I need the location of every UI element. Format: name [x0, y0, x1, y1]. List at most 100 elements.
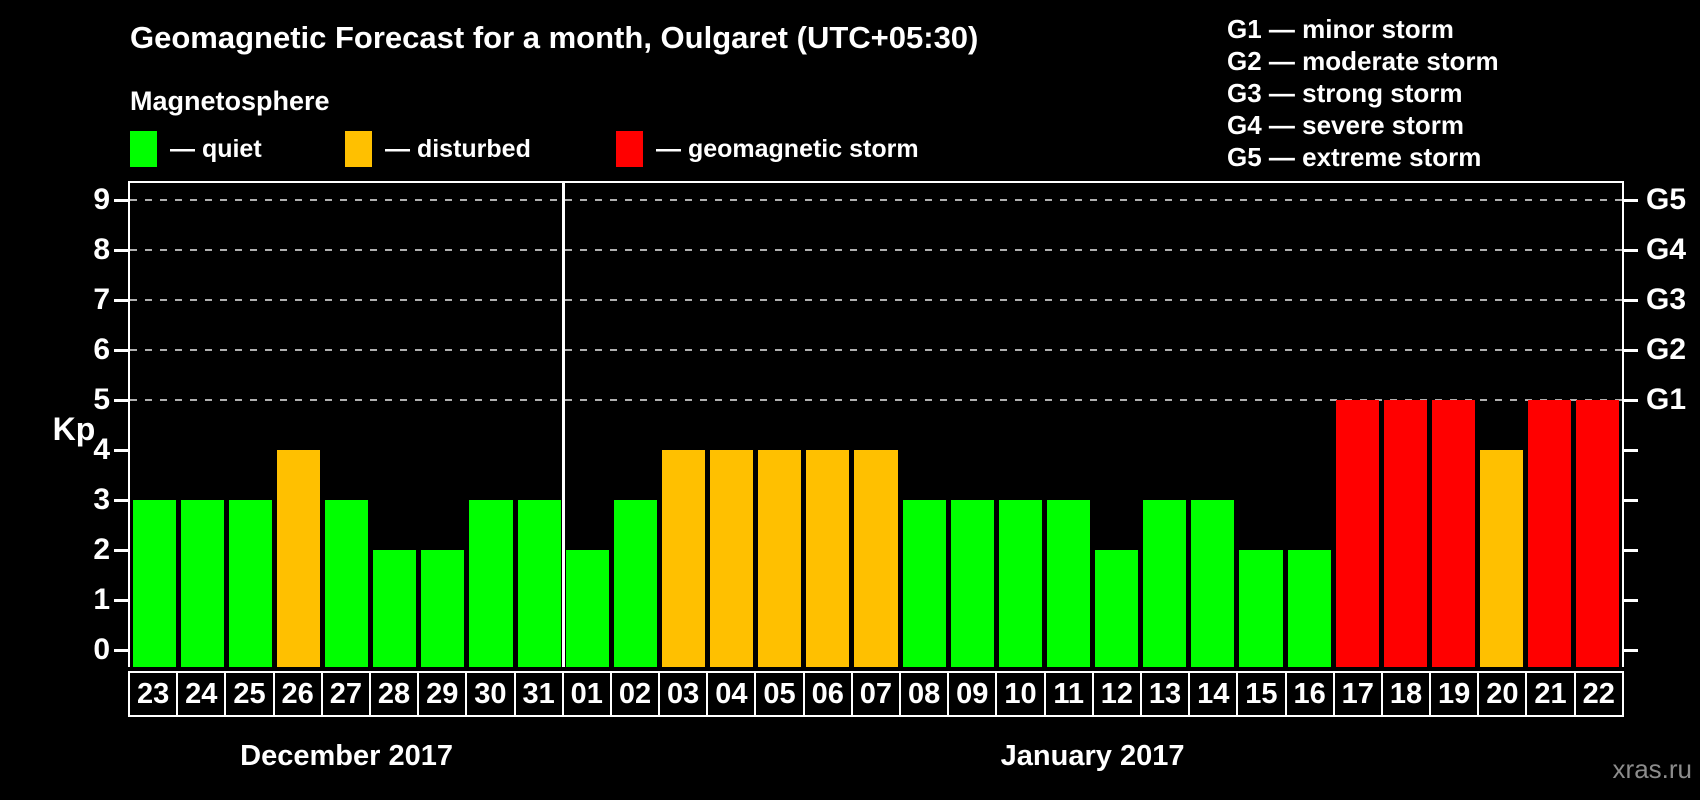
y-axis-tick	[114, 648, 128, 652]
kp-bar	[1335, 400, 1379, 667]
date-cell: 24	[176, 671, 227, 717]
date-cell: 29	[417, 671, 468, 717]
y-axis-tick-label: 4	[93, 433, 110, 466]
y-axis-tick	[114, 248, 128, 252]
kp-bar	[710, 450, 754, 667]
y-axis-tick-label: 9	[93, 183, 110, 216]
kp-bar	[1287, 550, 1331, 667]
kp-bar	[565, 550, 609, 667]
kp-bar	[661, 450, 706, 667]
g-axis-tick	[1624, 398, 1638, 402]
date-cell: 12	[1091, 671, 1142, 717]
kp-bar	[758, 450, 802, 667]
kp-bar	[1383, 400, 1427, 667]
y-axis-tick-label: 8	[93, 233, 110, 266]
y-axis-tick-label: 6	[93, 333, 110, 366]
g-axis-tick	[1624, 598, 1638, 602]
gridline	[130, 299, 1622, 301]
y-axis-title: Kp	[52, 411, 96, 447]
kp-bar	[1046, 500, 1091, 667]
date-cell: 30	[465, 671, 516, 717]
kp-bar	[421, 550, 465, 667]
g-axis-tick	[1624, 248, 1638, 252]
kp-bar	[517, 500, 561, 667]
kp-bar	[228, 500, 272, 667]
g-scale-legend-item: G1 — minor storm	[1227, 14, 1454, 44]
date-cell: 21	[1525, 671, 1576, 717]
g-axis-tick	[1624, 448, 1638, 452]
watermark: xras.ru	[1612, 754, 1692, 784]
date-cell: 28	[368, 671, 420, 717]
date-cell: 18	[1380, 671, 1432, 717]
legend-item-label: — quiet	[170, 134, 262, 163]
legend-item-quiet: — quiet	[130, 131, 262, 167]
gridline	[130, 399, 1622, 401]
g-scale-legend: G1 — minor storm G2 — moderate storm G3 — …	[1227, 13, 1499, 173]
g-axis-label: G5	[1646, 183, 1687, 216]
kp-bar	[854, 450, 898, 667]
date-cell: 23	[128, 671, 179, 717]
date-axis-row: 23 24 25 26 27 28 29 30 31 01 02 03 04 05 06 07 08 09 10 11…	[128, 671, 1624, 717]
legend-heading: Magnetosphere	[130, 86, 330, 116]
kp-bar	[132, 500, 176, 667]
legend-item-label: — geomagnetic storm	[656, 134, 919, 163]
g-axis-tick	[1624, 298, 1638, 302]
g-axis-tick	[1624, 548, 1638, 552]
date-cell: 08	[899, 671, 950, 717]
date-cell: 02	[609, 671, 661, 717]
kp-bar	[1431, 400, 1476, 667]
kp-bar	[902, 500, 946, 667]
g-axis-tick	[1624, 348, 1638, 352]
kp-bar	[1095, 550, 1139, 667]
y-axis-tick	[114, 398, 128, 402]
kp-bar	[276, 450, 320, 667]
date-cell: 15	[1236, 671, 1287, 717]
y-axis-tick	[114, 548, 128, 552]
storm-swatch-icon	[616, 131, 643, 167]
date-cell: 14	[1188, 671, 1239, 717]
g-axis-label: G2	[1646, 333, 1687, 366]
y-axis-tick-label: 7	[93, 283, 110, 316]
y-axis-tick-label: 2	[93, 533, 110, 566]
gridline	[130, 349, 1622, 351]
kp-bar	[180, 500, 224, 667]
y-axis-tick-label: 5	[93, 383, 110, 416]
date-cell: 01	[561, 671, 612, 717]
kp-bar	[806, 450, 850, 667]
g-axis-label: G3	[1646, 283, 1687, 316]
y-axis-tick	[114, 198, 128, 202]
date-cell: 26	[272, 671, 323, 717]
y-axis-tick	[114, 598, 128, 602]
y-axis-tick	[114, 448, 128, 452]
kp-bar	[469, 500, 513, 667]
date-cell: 09	[947, 671, 998, 717]
g-axis-label: G4	[1646, 233, 1687, 266]
date-cell: 04	[706, 671, 757, 717]
date-cell: 07	[850, 671, 901, 717]
y-axis-tick-label: 3	[93, 483, 110, 516]
kp-bar	[1528, 400, 1572, 667]
date-cell: 03	[658, 671, 709, 717]
kp-bar	[1239, 550, 1283, 667]
quiet-swatch-icon	[130, 131, 157, 167]
date-cell: 11	[1043, 671, 1094, 717]
g-scale-legend-item: G3 — strong storm	[1227, 78, 1463, 108]
date-cell: 16	[1284, 671, 1335, 717]
kp-bar	[998, 500, 1042, 667]
date-cell: 31	[513, 671, 564, 717]
date-cell: 25	[224, 671, 275, 717]
date-cell: 20	[1477, 671, 1528, 717]
date-cell: 19	[1429, 671, 1480, 717]
y-axis-tick	[114, 498, 128, 502]
kp-bar	[1143, 500, 1187, 667]
kp-bar	[950, 500, 994, 667]
g-scale-legend-item: G2 — moderate storm	[1227, 46, 1499, 76]
date-cell: 10	[995, 671, 1046, 717]
date-cell: 27	[320, 671, 371, 717]
plot-area	[128, 181, 1624, 667]
g-scale-legend-item: G5 — extreme storm	[1227, 142, 1482, 172]
chart-title: Geomagnetic Forecast for a month, Oulgar…	[130, 20, 979, 55]
legend-item-storm: — geomagnetic storm	[616, 131, 919, 167]
g-axis-tick	[1624, 498, 1638, 502]
